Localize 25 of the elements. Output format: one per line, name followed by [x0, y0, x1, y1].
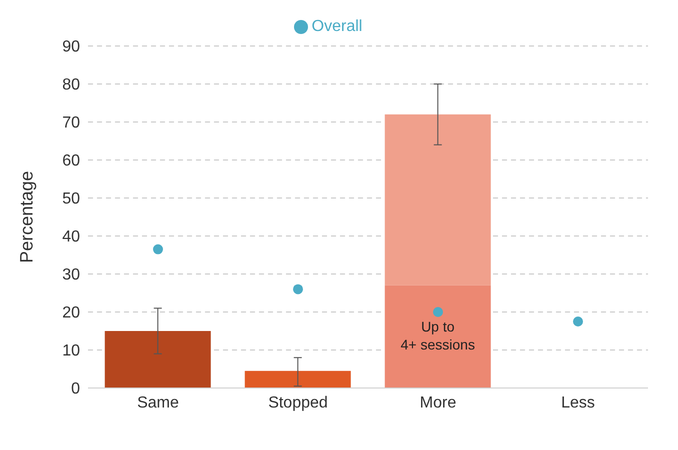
point — [153, 244, 163, 254]
y-tick-label: 0 — [71, 380, 80, 398]
x-tick-label: Less — [561, 394, 595, 412]
x-tick-label: More — [420, 394, 456, 412]
point — [433, 307, 443, 317]
bar — [104, 331, 211, 388]
point — [573, 316, 583, 326]
y-axis-title: Percentage — [16, 170, 36, 264]
point — [293, 284, 303, 294]
legend-label: Overall — [312, 18, 362, 35]
annotation: Up to 4+ sessions — [400, 318, 475, 353]
y-tick-label: 80 — [62, 76, 80, 94]
y-tick-label: 90 — [62, 38, 80, 56]
y-tick-label: 70 — [62, 114, 80, 132]
y-tick-label: 10 — [62, 342, 80, 360]
y-tick-label: 60 — [62, 152, 80, 170]
x-tick-label: Stopped — [268, 394, 328, 412]
y-tick-label: 30 — [62, 266, 80, 284]
x-tick-label: Same — [137, 394, 179, 412]
y-tick-label: 40 — [62, 228, 80, 246]
y-tick-label: 20 — [62, 304, 80, 322]
bar — [384, 285, 491, 388]
y-tick-label: 50 — [62, 190, 80, 208]
bar — [244, 370, 351, 388]
bar — [384, 114, 491, 286]
